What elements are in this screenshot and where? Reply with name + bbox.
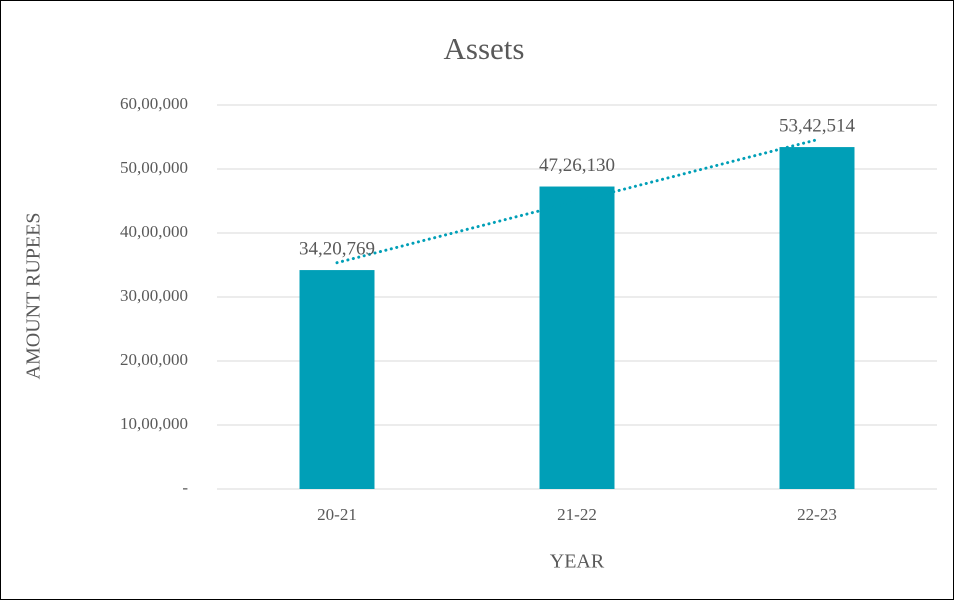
y-tick-label: 30,00,000 [120, 286, 188, 305]
chart-title: Assets [444, 31, 525, 66]
data-label: 53,42,514 [779, 115, 856, 136]
bar [779, 147, 855, 489]
y-axis-title: AMOUNT RUPEES [23, 213, 45, 380]
y-tick-label: 10,00,000 [120, 414, 188, 433]
x-tick-label: 20-21 [317, 505, 357, 524]
y-tick-label: 40,00,000 [120, 222, 188, 241]
trendline [335, 138, 819, 265]
y-tick-label: 60,00,000 [120, 94, 188, 113]
x-tick-label: 21-22 [557, 505, 597, 524]
y-tick-label: - [182, 478, 188, 497]
y-tick-label: 50,00,000 [120, 158, 188, 177]
y-tick-label: 20,00,000 [120, 350, 188, 369]
data-label: 47,26,130 [539, 155, 615, 176]
x-axis-title: YEAR [550, 551, 605, 573]
x-tick-label: 22-23 [797, 505, 837, 524]
bar [299, 270, 375, 489]
data-label: 34,20,769 [299, 238, 375, 259]
bar [539, 186, 615, 489]
